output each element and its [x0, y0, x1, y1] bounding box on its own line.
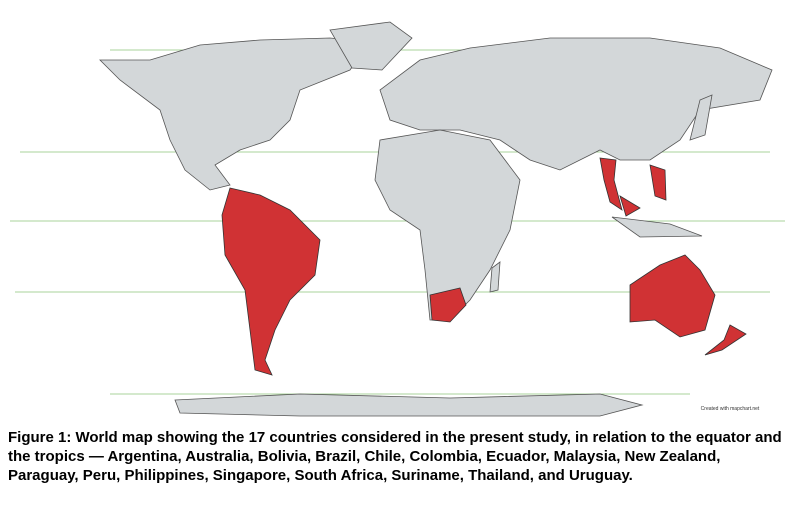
philippines: [649, 164, 667, 201]
south-africa: [429, 287, 467, 323]
map-credit: Created with mapchart.net: [701, 406, 760, 412]
eurasia: [379, 37, 773, 171]
antarctica: [174, 393, 644, 417]
north-america: [99, 37, 371, 191]
world-map: Created with mapchart.net: [10, 21, 785, 417]
madagascar: [489, 261, 501, 293]
japan: [689, 94, 713, 141]
australia: [629, 254, 716, 338]
south-america: [221, 187, 321, 376]
figure-caption: Figure 1: World map showing the 17 count…: [8, 429, 782, 484]
thailand: [599, 157, 623, 211]
new-zealand: [704, 324, 747, 356]
malaysia: [619, 195, 641, 217]
indonesia: [611, 216, 703, 238]
greenland: [329, 21, 413, 71]
